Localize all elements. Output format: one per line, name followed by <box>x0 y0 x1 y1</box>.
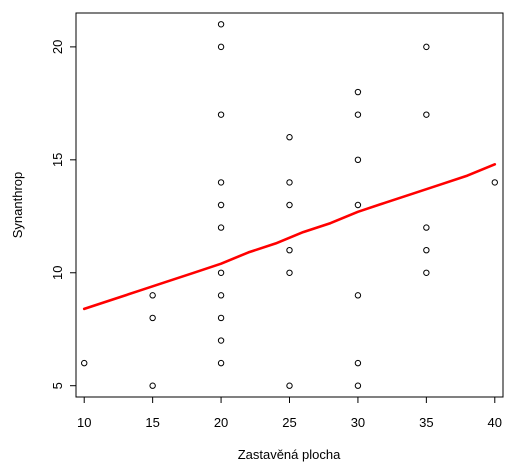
data-point <box>217 179 225 186</box>
data-point <box>286 134 293 141</box>
data-point <box>354 88 362 96</box>
data-point <box>217 43 225 51</box>
data-point <box>354 382 362 389</box>
data-point <box>149 314 156 322</box>
data-point <box>423 224 430 231</box>
data-point <box>423 43 430 51</box>
data-point <box>286 246 293 254</box>
x-tick-label: 30 <box>351 415 365 430</box>
y-axis: 5 10 15 20 <box>50 40 76 389</box>
fit-line <box>82 163 497 311</box>
data-point <box>149 382 156 389</box>
data-point <box>217 111 225 118</box>
y-tick-label: 20 <box>50 40 65 54</box>
data-point <box>354 292 362 299</box>
x-tick-label: 15 <box>145 415 159 430</box>
x-tick-label: 25 <box>282 415 296 430</box>
x-tick-label: 20 <box>214 415 228 430</box>
data-point <box>423 269 430 276</box>
data-point <box>423 111 430 118</box>
x-tick-label: 10 <box>77 415 91 430</box>
data-point <box>217 224 225 231</box>
data-point <box>81 359 88 367</box>
data-point <box>286 269 293 276</box>
data-point <box>354 111 362 118</box>
y-tick-label: 15 <box>50 153 65 167</box>
data-point <box>217 292 225 299</box>
y-tick-label: 10 <box>50 266 65 280</box>
data-point <box>217 337 225 344</box>
y-tick-label: 5 <box>50 382 65 389</box>
data-points <box>81 21 498 389</box>
x-tick-label: 40 <box>488 415 502 430</box>
data-point <box>423 246 430 254</box>
data-point <box>354 201 362 209</box>
data-point <box>149 292 156 299</box>
data-point <box>286 382 293 389</box>
data-point <box>354 359 362 367</box>
data-point <box>286 201 293 209</box>
y-axis-label: Synanthrop <box>10 172 25 239</box>
data-point <box>217 201 225 209</box>
data-point <box>354 156 362 164</box>
data-point <box>217 314 225 322</box>
fit-line-layer <box>82 163 497 311</box>
x-axis: 10 15 20 25 30 35 40 <box>77 397 502 430</box>
data-point <box>217 269 225 276</box>
data-point <box>491 179 498 186</box>
data-point <box>217 359 225 367</box>
data-point <box>217 21 225 28</box>
data-point <box>286 179 293 186</box>
x-axis-label: Zastavěná plocha <box>238 447 341 462</box>
plot-frame <box>75 12 504 398</box>
x-tick-label: 35 <box>419 415 433 430</box>
